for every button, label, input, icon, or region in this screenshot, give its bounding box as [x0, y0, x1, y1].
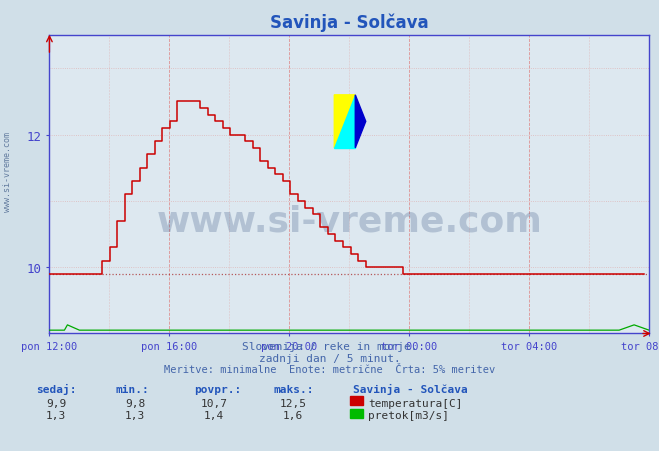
Text: sedaj:: sedaj:: [36, 383, 76, 394]
Text: 1,4: 1,4: [204, 410, 224, 420]
Text: pretok[m3/s]: pretok[m3/s]: [368, 410, 449, 420]
Text: 9,9: 9,9: [46, 398, 66, 408]
Text: Meritve: minimalne  Enote: metrične  Črta: 5% meritev: Meritve: minimalne Enote: metrične Črta:…: [164, 364, 495, 374]
Text: Slovenija / reke in morje.: Slovenija / reke in morje.: [242, 341, 417, 351]
Bar: [350, 396, 363, 405]
Title: Savinja - Solčava: Savinja - Solčava: [270, 13, 428, 32]
Text: Savinja - Solčava: Savinja - Solčava: [353, 383, 467, 394]
Text: 9,8: 9,8: [125, 398, 145, 408]
Text: zadnji dan / 5 minut.: zadnji dan / 5 minut.: [258, 353, 401, 363]
Text: 1,3: 1,3: [46, 410, 66, 420]
Text: min.:: min.:: [115, 384, 149, 394]
Polygon shape: [334, 96, 355, 148]
Text: 12,5: 12,5: [280, 398, 306, 408]
Text: 10,7: 10,7: [201, 398, 227, 408]
Polygon shape: [355, 96, 366, 148]
Text: www.si-vreme.com: www.si-vreme.com: [156, 204, 542, 238]
Bar: [350, 409, 363, 418]
Polygon shape: [334, 96, 355, 148]
Text: 1,3: 1,3: [125, 410, 145, 420]
Text: www.si-vreme.com: www.si-vreme.com: [3, 132, 13, 211]
Text: maks.:: maks.:: [273, 384, 314, 394]
Text: temperatura[C]: temperatura[C]: [368, 398, 463, 408]
Text: povpr.:: povpr.:: [194, 384, 242, 394]
Text: 1,6: 1,6: [283, 410, 303, 420]
